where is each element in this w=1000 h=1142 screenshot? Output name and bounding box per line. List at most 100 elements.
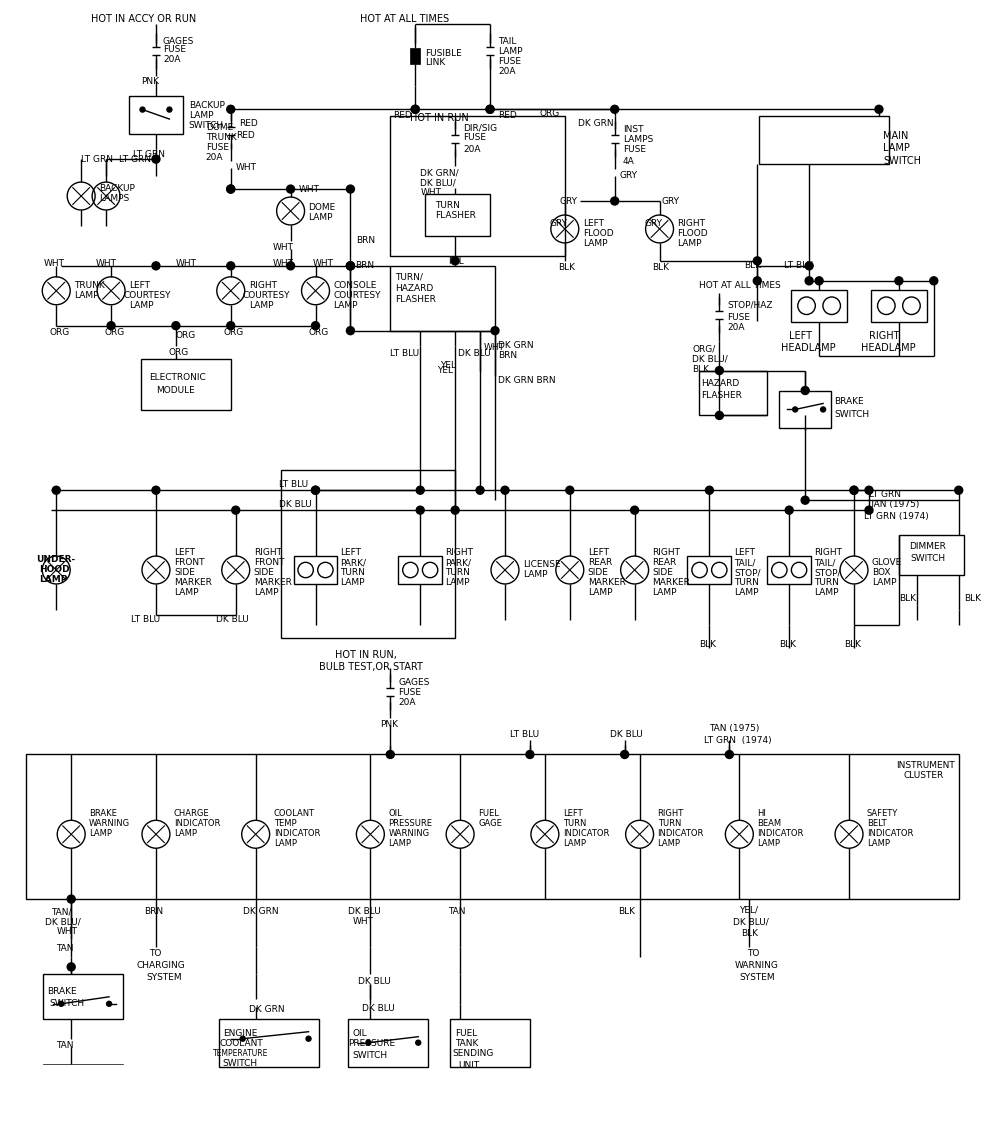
Text: DIMMER: DIMMER [909,542,946,552]
Circle shape [107,322,115,330]
Circle shape [152,155,160,163]
Text: ORG: ORG [49,328,70,337]
Text: LAMP: LAMP [274,839,297,849]
Text: 20A: 20A [163,56,180,64]
Text: REAR: REAR [653,558,677,568]
Text: GRY: GRY [662,198,680,206]
Text: INST: INST [623,126,643,135]
Circle shape [785,506,793,514]
Text: BRN: BRN [355,260,375,270]
Text: BLK: BLK [741,928,758,938]
Circle shape [312,486,320,494]
Text: SYSTEM: SYSTEM [739,973,775,982]
Circle shape [566,486,574,494]
Text: DK BLU: DK BLU [279,500,311,509]
Text: LT BLU: LT BLU [390,348,419,357]
Text: ORG/: ORG/ [692,345,716,354]
Text: BRAKE: BRAKE [834,397,864,407]
Text: DK GRN: DK GRN [243,907,278,916]
Text: PRESSURE: PRESSURE [388,819,432,828]
Text: GRY: GRY [620,171,638,180]
Text: TRUNK: TRUNK [74,281,105,290]
Text: TAN: TAN [56,1040,74,1049]
Circle shape [451,506,459,514]
Text: BLK: BLK [744,260,761,270]
Text: PRESSURE: PRESSURE [348,1039,396,1047]
Text: LAMP: LAMP [867,839,890,849]
Text: MARKER: MARKER [174,578,212,587]
Text: BOX: BOX [872,568,890,577]
Text: ELECTRONIC: ELECTRONIC [149,372,206,381]
Circle shape [621,750,629,758]
Text: LEFT: LEFT [583,219,604,228]
Text: MARKER: MARKER [653,578,690,587]
Circle shape [140,107,145,112]
Circle shape [346,262,354,270]
Text: DK BLU: DK BLU [610,730,642,739]
Text: FUEL: FUEL [478,810,499,819]
Text: DK GRN: DK GRN [578,119,613,128]
Text: TAN/: TAN/ [51,907,72,916]
Text: TO: TO [149,949,161,958]
Text: BRN: BRN [498,351,517,360]
Text: TURN: TURN [445,568,470,577]
Text: HEADLAMP: HEADLAMP [861,343,916,353]
Text: RED: RED [239,119,257,128]
Text: TURN: TURN [814,578,839,587]
Text: LAMP: LAMP [249,300,273,309]
Text: WHT: WHT [420,188,441,198]
Circle shape [227,185,235,193]
Text: WHT: WHT [273,259,294,268]
Circle shape [306,1036,311,1042]
Text: LAMP: LAMP [129,300,154,309]
Text: LAMP: LAMP [254,588,278,597]
Text: FUSE: FUSE [398,687,421,697]
Text: HOT IN RUN,: HOT IN RUN, [335,650,397,660]
Circle shape [821,407,826,412]
Circle shape [850,486,858,494]
Text: TURN: TURN [658,819,681,828]
Text: PNK: PNK [380,719,398,729]
Text: BLK: BLK [692,364,709,373]
Text: INDICATOR: INDICATOR [757,829,804,838]
Text: CLUSTER: CLUSTER [904,772,944,780]
Circle shape [815,276,823,284]
Bar [779,391,831,428]
Text: COURTESY: COURTESY [333,291,381,300]
Circle shape [411,105,419,113]
Circle shape [67,895,75,903]
Circle shape [705,486,713,494]
Text: DK BLU: DK BLU [362,1004,395,1013]
Text: TURN/: TURN/ [395,273,423,282]
Text: DK BLU/: DK BLU/ [733,917,769,926]
Text: WHT: WHT [96,259,117,268]
Text: FLASHER: FLASHER [435,211,476,220]
Text: STOP/: STOP/ [734,568,761,577]
Text: STOP/: STOP/ [814,568,841,577]
Circle shape [346,185,354,193]
Text: RIGHT: RIGHT [445,548,473,557]
Text: RIGHT: RIGHT [814,548,842,557]
Text: GRY: GRY [645,219,663,228]
Text: PARK/: PARK/ [445,558,471,568]
Text: INDICATOR: INDICATOR [274,829,320,838]
Text: MODULE: MODULE [156,386,195,394]
Text: SAFETY: SAFETY [867,810,898,819]
Text: LAMP: LAMP [678,239,702,248]
Text: BACKUP: BACKUP [99,184,135,193]
Text: HI: HI [757,810,766,819]
Text: GLOVE: GLOVE [872,558,902,568]
Text: HOT AT ALL TIMES: HOT AT ALL TIMES [360,14,450,24]
Text: LAMP: LAMP [333,300,358,309]
Bar [699,370,767,416]
Text: DK BLU: DK BLU [458,348,491,357]
Text: 20A: 20A [398,698,416,707]
Text: LEFT: LEFT [789,331,812,340]
Text: LEFT: LEFT [734,548,755,557]
Text: LAMP: LAMP [653,588,677,597]
Text: GRY: GRY [560,198,578,206]
Text: BRAKE: BRAKE [89,810,117,819]
Text: GAGES: GAGES [398,677,430,686]
Circle shape [801,497,809,504]
Text: TAN: TAN [56,944,74,952]
